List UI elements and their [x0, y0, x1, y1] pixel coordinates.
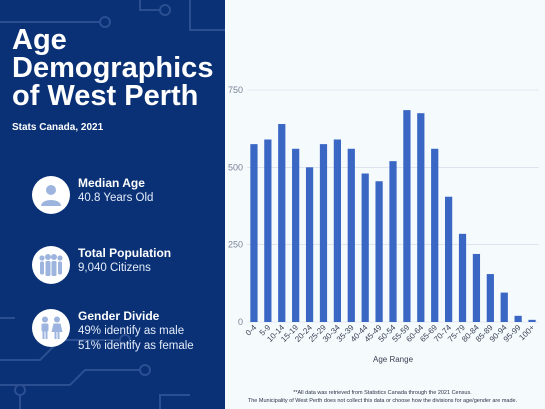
bar: [361, 173, 369, 322]
subtitle: Stats Canada, 2021: [12, 122, 104, 133]
bar: [514, 315, 522, 322]
y-tick-label: 250: [228, 240, 243, 250]
median-age-label: Median Age: [78, 176, 145, 190]
footer-note: **All data was retrieved from Statistics…: [230, 389, 535, 405]
x-tick-label: 0-4: [244, 323, 259, 338]
footer-line-1: **All data was retrieved from Statistics…: [293, 390, 472, 396]
page-title: Age Demographics of West Perth: [12, 24, 214, 112]
x-axis-title: Age Range: [373, 355, 414, 364]
total-population-value: 9,040 Citizens: [78, 262, 151, 274]
median-age-stat: Median Age 40.8 Years Old: [32, 176, 153, 214]
sidebar-panel: Age Demographics of West Perth Stats Can…: [0, 0, 225, 409]
bar: [431, 148, 439, 322]
gender-divide-label: Gender Divide: [78, 309, 160, 323]
bar: [333, 139, 341, 322]
person-icon: [32, 176, 70, 214]
bar: [264, 139, 272, 322]
gender-divide-stat: Gender Divide 49% identify as male 51% i…: [32, 309, 194, 354]
circuit-decoration: [0, 0, 225, 409]
bar: [500, 292, 508, 322]
group-icon: [32, 246, 70, 284]
total-population-stat: Total Population 9,040 Citizens: [32, 246, 171, 284]
y-tick-label: 0: [238, 317, 243, 327]
bar: [375, 181, 383, 322]
median-age-value: 40.8 Years Old: [78, 192, 154, 204]
bar: [472, 253, 481, 322]
bar: [305, 167, 314, 322]
total-population-label: Total Population: [78, 246, 172, 260]
y-tick-label: 750: [228, 85, 243, 95]
bar: [319, 144, 328, 322]
bar: [292, 148, 300, 322]
bar: [528, 319, 536, 322]
gender-male-value: 49% identify as male: [78, 325, 185, 337]
bar: [417, 113, 425, 322]
bar: [389, 161, 397, 322]
bar: [445, 196, 453, 322]
bar: [250, 144, 258, 322]
bar: [347, 148, 355, 322]
footer-line-2: The Municipality of West Perth does not …: [247, 398, 518, 404]
bar: [486, 274, 494, 322]
bar: [458, 233, 467, 322]
x-tick-label: 100+: [517, 323, 536, 342]
gender-icon: [32, 309, 70, 347]
bar: [403, 110, 411, 323]
y-tick-label: 500: [228, 162, 243, 172]
gender-female-value: 51% identify as female: [78, 340, 194, 352]
bar: [278, 124, 286, 322]
